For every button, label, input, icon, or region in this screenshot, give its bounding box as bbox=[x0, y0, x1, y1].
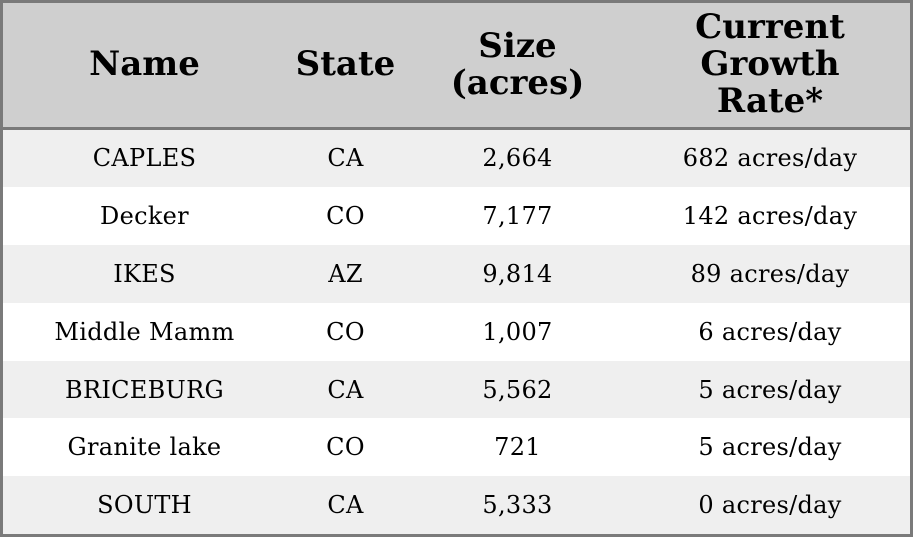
column-header-name: Name bbox=[89, 44, 200, 85]
cell-size: 721 bbox=[494, 433, 541, 462]
cell-name: Granite lake bbox=[67, 433, 222, 462]
cell-growth-rate: 5 acres/day bbox=[698, 375, 842, 404]
cell-name: Middle Mamm bbox=[54, 317, 235, 346]
cell-state: CO bbox=[326, 202, 365, 231]
table-row: Granite lake CO 721 5 acres/day bbox=[3, 418, 910, 477]
column-header-size: Size (acres) bbox=[450, 25, 585, 103]
cell-state: CO bbox=[326, 433, 365, 462]
cell-state: CA bbox=[327, 144, 364, 173]
cell-name: IKES bbox=[113, 259, 176, 288]
cell-size: 1,007 bbox=[482, 317, 553, 346]
table-row: CAPLES CA 2,664 682 acres/day bbox=[3, 129, 910, 188]
table-row: BRICEBURG CA 5,562 5 acres/day bbox=[3, 360, 910, 419]
cell-growth-rate: 682 acres/day bbox=[682, 144, 858, 173]
cell-state: CO bbox=[326, 317, 365, 346]
table-row: Middle Mamm CO 1,007 6 acres/day bbox=[3, 302, 910, 361]
column-header-growth-rate: Current Growth Rate* bbox=[695, 7, 845, 122]
cell-size: 5,333 bbox=[482, 491, 553, 520]
cell-name: Decker bbox=[100, 202, 189, 231]
cell-size: 7,177 bbox=[482, 202, 553, 231]
table-row: IKES AZ 9,814 89 acres/day bbox=[3, 245, 910, 303]
cell-growth-rate: 5 acres/day bbox=[698, 433, 842, 462]
cell-state: CA bbox=[327, 375, 364, 404]
table-header-row: Name State Size (acres) Current Growth R… bbox=[3, 3, 910, 128]
table-row: Decker CO 7,177 142 acres/day bbox=[3, 187, 910, 246]
cell-growth-rate: 89 acres/day bbox=[690, 259, 850, 288]
cell-growth-rate: 142 acres/day bbox=[682, 202, 858, 231]
table-row: SOUTH CA 5,333 0 acres/day bbox=[3, 476, 910, 535]
cell-growth-rate: 6 acres/day bbox=[698, 317, 842, 346]
cell-state: AZ bbox=[328, 259, 363, 288]
cell-name: CAPLES bbox=[92, 144, 197, 173]
fire-table: Name State Size (acres) Current Growth R… bbox=[3, 3, 910, 535]
header-divider bbox=[3, 126, 910, 131]
cell-size: 2,664 bbox=[482, 144, 553, 173]
cell-name: BRICEBURG bbox=[65, 375, 224, 404]
cell-name: SOUTH bbox=[97, 491, 192, 520]
column-header-state: State bbox=[295, 44, 396, 85]
cell-state: CA bbox=[327, 491, 364, 520]
cell-size: 5,562 bbox=[482, 375, 553, 404]
cell-size: 9,814 bbox=[482, 259, 553, 288]
cell-growth-rate: 0 acres/day bbox=[698, 491, 842, 520]
